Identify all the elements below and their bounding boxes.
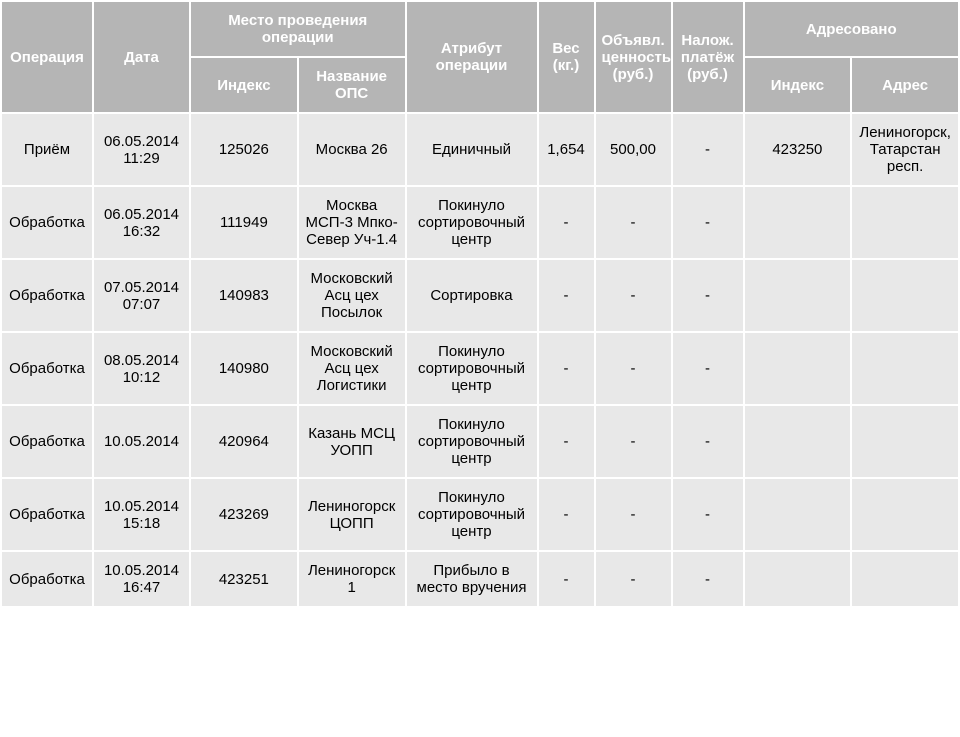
cell-value: - bbox=[596, 333, 671, 404]
header-addressed-index: Индекс bbox=[745, 58, 851, 112]
cell-weight: - bbox=[539, 187, 594, 258]
cell-date: 10.05.2014 bbox=[94, 406, 189, 477]
cell-operation: Обработка bbox=[2, 406, 92, 477]
cell-ops: Москва 26 bbox=[299, 114, 405, 185]
cell-addr: Лениногорск, Татарстан респ. bbox=[852, 114, 958, 185]
table-row: Обработка06.05.2014 16:32111949Москва МС… bbox=[2, 187, 958, 258]
cell-value: 500,00 bbox=[596, 114, 671, 185]
cell-attr: Покинуло сортировочный центр bbox=[407, 406, 537, 477]
table-header: Операция Дата Место проведения операции … bbox=[2, 2, 958, 112]
cell-cod: - bbox=[673, 187, 743, 258]
table-row: Обработка08.05.2014 10:12140980Московски… bbox=[2, 333, 958, 404]
cell-addr-index bbox=[745, 260, 851, 331]
header-operation: Операция bbox=[2, 2, 92, 112]
cell-attr: Сортировка bbox=[407, 260, 537, 331]
table-row: Обработка10.05.2014 15:18423269Лениногор… bbox=[2, 479, 958, 550]
header-addressed-addr: Адрес bbox=[852, 58, 958, 112]
cell-cod: - bbox=[673, 552, 743, 606]
cell-attr: Покинуло сортировочный центр bbox=[407, 187, 537, 258]
cell-value: - bbox=[596, 187, 671, 258]
cell-cod: - bbox=[673, 114, 743, 185]
header-weight: Вес (кг.) bbox=[539, 2, 594, 112]
cell-weight: - bbox=[539, 406, 594, 477]
header-place-index: Индекс bbox=[191, 58, 297, 112]
cell-addr bbox=[852, 333, 958, 404]
cell-weight: - bbox=[539, 552, 594, 606]
cell-operation: Обработка bbox=[2, 552, 92, 606]
cell-index: 423269 bbox=[191, 479, 297, 550]
cell-ops: Московский Асц цех Посылок bbox=[299, 260, 405, 331]
header-cod: Налож. платёж (руб.) bbox=[673, 2, 743, 112]
cell-date: 08.05.2014 10:12 bbox=[94, 333, 189, 404]
cell-cod: - bbox=[673, 479, 743, 550]
cell-operation: Обработка bbox=[2, 479, 92, 550]
cell-addr bbox=[852, 552, 958, 606]
table-row: Обработка10.05.2014 16:47423251Лениногор… bbox=[2, 552, 958, 606]
cell-date: 07.05.2014 07:07 bbox=[94, 260, 189, 331]
header-addressed-group: Адресовано bbox=[745, 2, 959, 56]
cell-value: - bbox=[596, 260, 671, 331]
cell-ops: Москва МСП-3 Мпко-Север Уч-1.4 bbox=[299, 187, 405, 258]
cell-index: 111949 bbox=[191, 187, 297, 258]
cell-attr: Покинуло сортировочный центр bbox=[407, 479, 537, 550]
table-body: Приём06.05.2014 11:29125026Москва 26Един… bbox=[2, 114, 958, 606]
tracking-table: Операция Дата Место проведения операции … bbox=[0, 0, 960, 608]
cell-cod: - bbox=[673, 260, 743, 331]
cell-value: - bbox=[596, 479, 671, 550]
cell-cod: - bbox=[673, 406, 743, 477]
cell-addr-index: 423250 bbox=[745, 114, 851, 185]
cell-ops: Лениногорск 1 bbox=[299, 552, 405, 606]
cell-operation: Приём bbox=[2, 114, 92, 185]
cell-date: 10.05.2014 15:18 bbox=[94, 479, 189, 550]
header-date: Дата bbox=[94, 2, 189, 112]
cell-date: 06.05.2014 16:32 bbox=[94, 187, 189, 258]
header-value: Объявл. ценность (руб.) bbox=[596, 2, 671, 112]
cell-attr: Прибыло в место вручения bbox=[407, 552, 537, 606]
cell-addr-index bbox=[745, 552, 851, 606]
cell-index: 420964 bbox=[191, 406, 297, 477]
cell-operation: Обработка bbox=[2, 260, 92, 331]
cell-value: - bbox=[596, 552, 671, 606]
cell-index: 140980 bbox=[191, 333, 297, 404]
cell-date: 10.05.2014 16:47 bbox=[94, 552, 189, 606]
cell-value: - bbox=[596, 406, 671, 477]
cell-addr bbox=[852, 260, 958, 331]
cell-addr bbox=[852, 187, 958, 258]
cell-date: 06.05.2014 11:29 bbox=[94, 114, 189, 185]
cell-addr-index bbox=[745, 333, 851, 404]
cell-addr bbox=[852, 479, 958, 550]
cell-ops: Московский Асц цех Логистики bbox=[299, 333, 405, 404]
cell-weight: - bbox=[539, 479, 594, 550]
cell-weight: - bbox=[539, 333, 594, 404]
cell-operation: Обработка bbox=[2, 333, 92, 404]
cell-index: 140983 bbox=[191, 260, 297, 331]
cell-index: 423251 bbox=[191, 552, 297, 606]
table-row: Приём06.05.2014 11:29125026Москва 26Един… bbox=[2, 114, 958, 185]
cell-index: 125026 bbox=[191, 114, 297, 185]
cell-ops: Казань МСЦ УОПП bbox=[299, 406, 405, 477]
cell-operation: Обработка bbox=[2, 187, 92, 258]
cell-addr-index bbox=[745, 187, 851, 258]
cell-weight: 1,654 bbox=[539, 114, 594, 185]
table-row: Обработка07.05.2014 07:07140983Московски… bbox=[2, 260, 958, 331]
cell-ops: Лениногорск ЦОПП bbox=[299, 479, 405, 550]
cell-addr-index bbox=[745, 479, 851, 550]
header-place-group: Место проведения операции bbox=[191, 2, 405, 56]
cell-weight: - bbox=[539, 260, 594, 331]
table-row: Обработка10.05.2014420964Казань МСЦ УОПП… bbox=[2, 406, 958, 477]
cell-attr: Единичный bbox=[407, 114, 537, 185]
cell-addr-index bbox=[745, 406, 851, 477]
header-place-ops: Название ОПС bbox=[299, 58, 405, 112]
header-attr: Атрибут операции bbox=[407, 2, 537, 112]
cell-attr: Покинуло сортировочный центр bbox=[407, 333, 537, 404]
cell-cod: - bbox=[673, 333, 743, 404]
cell-addr bbox=[852, 406, 958, 477]
